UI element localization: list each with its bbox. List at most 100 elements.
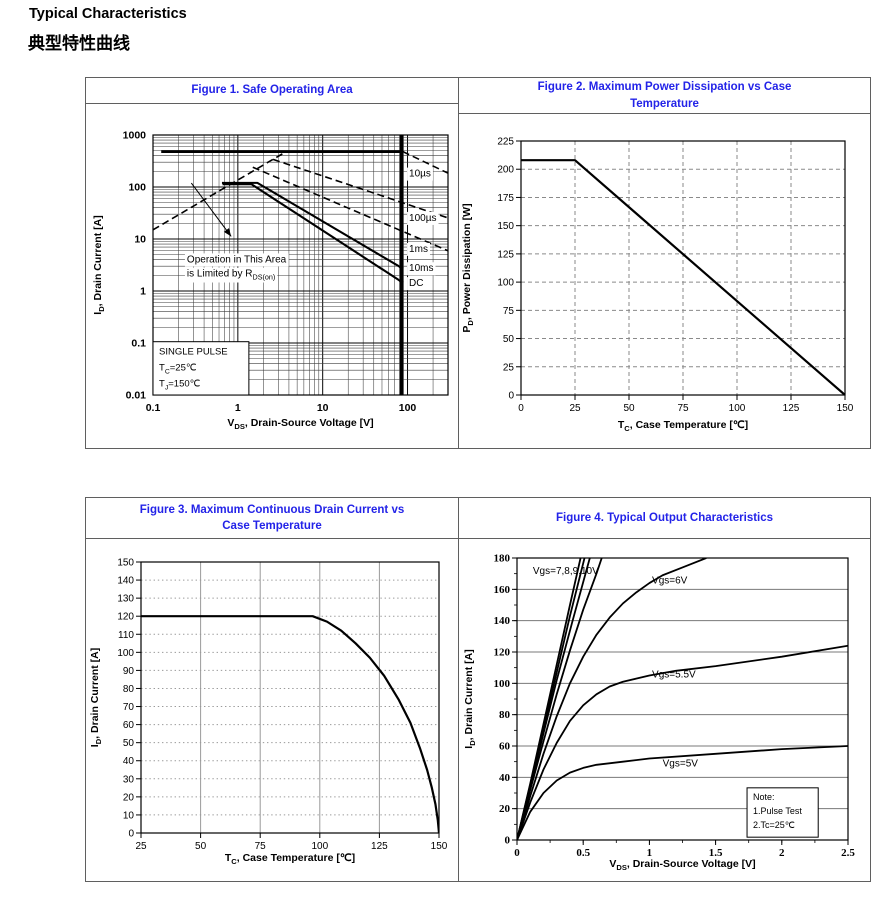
- svg-text:100: 100: [497, 278, 514, 289]
- svg-text:120: 120: [117, 612, 134, 623]
- fig4-label-2: Vgs=5.5V: [652, 669, 696, 680]
- svg-text:0.5: 0.5: [576, 847, 590, 859]
- svg-text:175: 175: [497, 193, 514, 204]
- svg-text:60: 60: [499, 741, 511, 753]
- svg-text:20: 20: [123, 792, 135, 803]
- fig4-series: [517, 558, 848, 840]
- fig4-series-vgs-5p5v: [517, 644, 848, 840]
- svg-text:100: 100: [494, 678, 511, 690]
- fig1-series-dc: [222, 183, 404, 284]
- svg-text:200: 200: [497, 165, 514, 176]
- svg-text:2: 2: [779, 847, 785, 859]
- svg-text:25: 25: [503, 362, 515, 373]
- svg-text:2.Tc=25℃: 2.Tc=25℃: [753, 820, 795, 830]
- svg-text:1000: 1000: [123, 130, 147, 142]
- page-title-en: Typical Characteristics: [29, 6, 187, 22]
- fig1-plot: SINGLE PULSE TC=25℃ TJ=150℃ 10µs 100µs 1ms 10m…: [92, 130, 449, 431]
- figure-4-title: Figure 4. Typical Output Characteristics: [459, 498, 870, 539]
- svg-text:120: 120: [494, 647, 511, 659]
- svg-text:1: 1: [647, 847, 653, 859]
- figure-1-box: Figure 1. Safe Operating Area SINGLE PUL…: [85, 77, 459, 449]
- svg-text:150: 150: [117, 558, 134, 569]
- fig1-series: [153, 135, 448, 395]
- svg-text:50: 50: [503, 334, 515, 345]
- figure-3-box: Figure 3. Maximum Continuous Drain Curre…: [85, 497, 459, 882]
- fig4-label-0: Vgs=7,8,9,10V: [533, 566, 599, 577]
- svg-text:1: 1: [140, 286, 146, 298]
- fig3-series-id-vs-tc: [141, 615, 439, 833]
- figure-2-title: Figure 2. Maximum Power Dissipation vs C…: [459, 78, 870, 114]
- svg-text:125: 125: [497, 249, 514, 260]
- svg-text:140: 140: [117, 576, 134, 587]
- fig2-ylabel: PD, Power Dissipation [W]: [461, 203, 475, 332]
- svg-text:TJ=150℃: TJ=150℃: [159, 379, 201, 392]
- svg-text:70: 70: [123, 702, 135, 713]
- svg-text:75: 75: [677, 403, 689, 414]
- figure-1-soa-chart: SINGLE PULSE TC=25℃ TJ=150℃ 10µs 100µs 1ms 10m…: [92, 130, 449, 431]
- svg-text:50: 50: [123, 738, 135, 749]
- fig2-grid: [521, 141, 845, 395]
- fig3-plot: 25 50 75 100 125 150 0 10 20 30 40 50 60 70 80 90 100 110…: [89, 558, 448, 866]
- svg-text:10: 10: [317, 402, 329, 414]
- svg-text:80: 80: [123, 684, 135, 695]
- svg-text:100: 100: [311, 841, 328, 852]
- fig2-series-pd-vs-tc: [521, 159, 845, 395]
- fig1-ylabel: ID, Drain Current [A]: [92, 215, 106, 314]
- figure-4-output-characteristics-chart: Note: 1.Pulse Test 2.Tc=25℃ Vgs=7,8,9,10V Vg…: [463, 553, 855, 872]
- svg-text:1: 1: [235, 402, 241, 414]
- svg-text:140: 140: [494, 615, 511, 627]
- svg-text:50: 50: [623, 403, 635, 414]
- svg-text:80: 80: [499, 709, 511, 721]
- figure-1-title: Figure 1. Safe Operating Area: [86, 78, 458, 104]
- svg-text:0: 0: [514, 847, 520, 859]
- svg-text:130: 130: [117, 594, 134, 605]
- svg-text:30: 30: [123, 774, 135, 785]
- svg-text:25: 25: [569, 403, 581, 414]
- svg-text:0: 0: [518, 403, 524, 414]
- fig4-series-vgs-7v: [517, 558, 603, 840]
- svg-text:20: 20: [499, 803, 511, 815]
- svg-text:0: 0: [508, 391, 514, 402]
- fig1-series-rdson-limit-line: [153, 151, 286, 231]
- svg-text:125: 125: [783, 403, 800, 414]
- svg-text:150: 150: [497, 221, 514, 232]
- svg-text:100: 100: [117, 648, 134, 659]
- fig1-series-t-100us: [272, 158, 448, 219]
- fig1-label-4: DC: [409, 278, 423, 289]
- svg-text:0: 0: [128, 829, 134, 840]
- svg-text:0: 0: [505, 835, 511, 847]
- fig1-label-3: 10ms: [409, 263, 433, 274]
- svg-text:75: 75: [503, 306, 515, 317]
- svg-text:100: 100: [128, 182, 146, 194]
- svg-text:10: 10: [123, 810, 135, 821]
- svg-text:1.Pulse Test: 1.Pulse Test: [753, 806, 802, 816]
- svg-text:125: 125: [371, 841, 388, 852]
- figures-grid: Figure 1. Safe Operating Area SINGLE PUL…: [85, 77, 871, 882]
- figure-3-title: Figure 3. Maximum Continuous Drain Curre…: [86, 498, 458, 539]
- fig1-label-6: is Limited by RDS(on): [187, 269, 275, 282]
- figure-4-box: Figure 4. Typical Output Characteristics…: [458, 497, 871, 882]
- svg-text:0.1: 0.1: [131, 338, 146, 350]
- figure-2-box: Figure 2. Maximum Power Dissipation vs C…: [458, 77, 871, 449]
- figure-3-drain-current-chart: 25 50 75 100 125 150 0 10 20 30 40 50 60 70 80 90 100 110…: [89, 558, 448, 866]
- svg-text:75: 75: [255, 841, 267, 852]
- fig4-inset-box-0: [746, 787, 819, 838]
- fig3-plot-border: [140, 561, 440, 834]
- svg-text:0.01: 0.01: [126, 390, 147, 402]
- svg-text:110: 110: [118, 630, 134, 641]
- fig3-xlabel: TC, Case Temperature [℃]: [225, 852, 355, 866]
- svg-text:1.5: 1.5: [709, 847, 723, 859]
- svg-text:50: 50: [195, 841, 207, 852]
- fig2-plot: 0 25 50 75 100 125 150 0 25 50 75 100 125 150 175 200 22…: [461, 137, 854, 433]
- page-title-zh: 典型特性曲线: [28, 34, 130, 53]
- fig1-label-1: 100µs: [409, 213, 436, 224]
- fig3-grid: [141, 562, 439, 833]
- svg-text:90: 90: [123, 666, 135, 677]
- fig3-series: [141, 615, 439, 833]
- svg-text:100: 100: [399, 402, 417, 414]
- svg-text:150: 150: [837, 403, 854, 414]
- svg-text:160: 160: [494, 584, 511, 596]
- fig1-series-t-10ms: [221, 181, 404, 270]
- fig1-inset-box-0: [152, 341, 250, 396]
- figure-2-power-dissipation-chart: 0 25 50 75 100 125 150 0 25 50 75 100 125 150 175 200 22…: [461, 137, 854, 433]
